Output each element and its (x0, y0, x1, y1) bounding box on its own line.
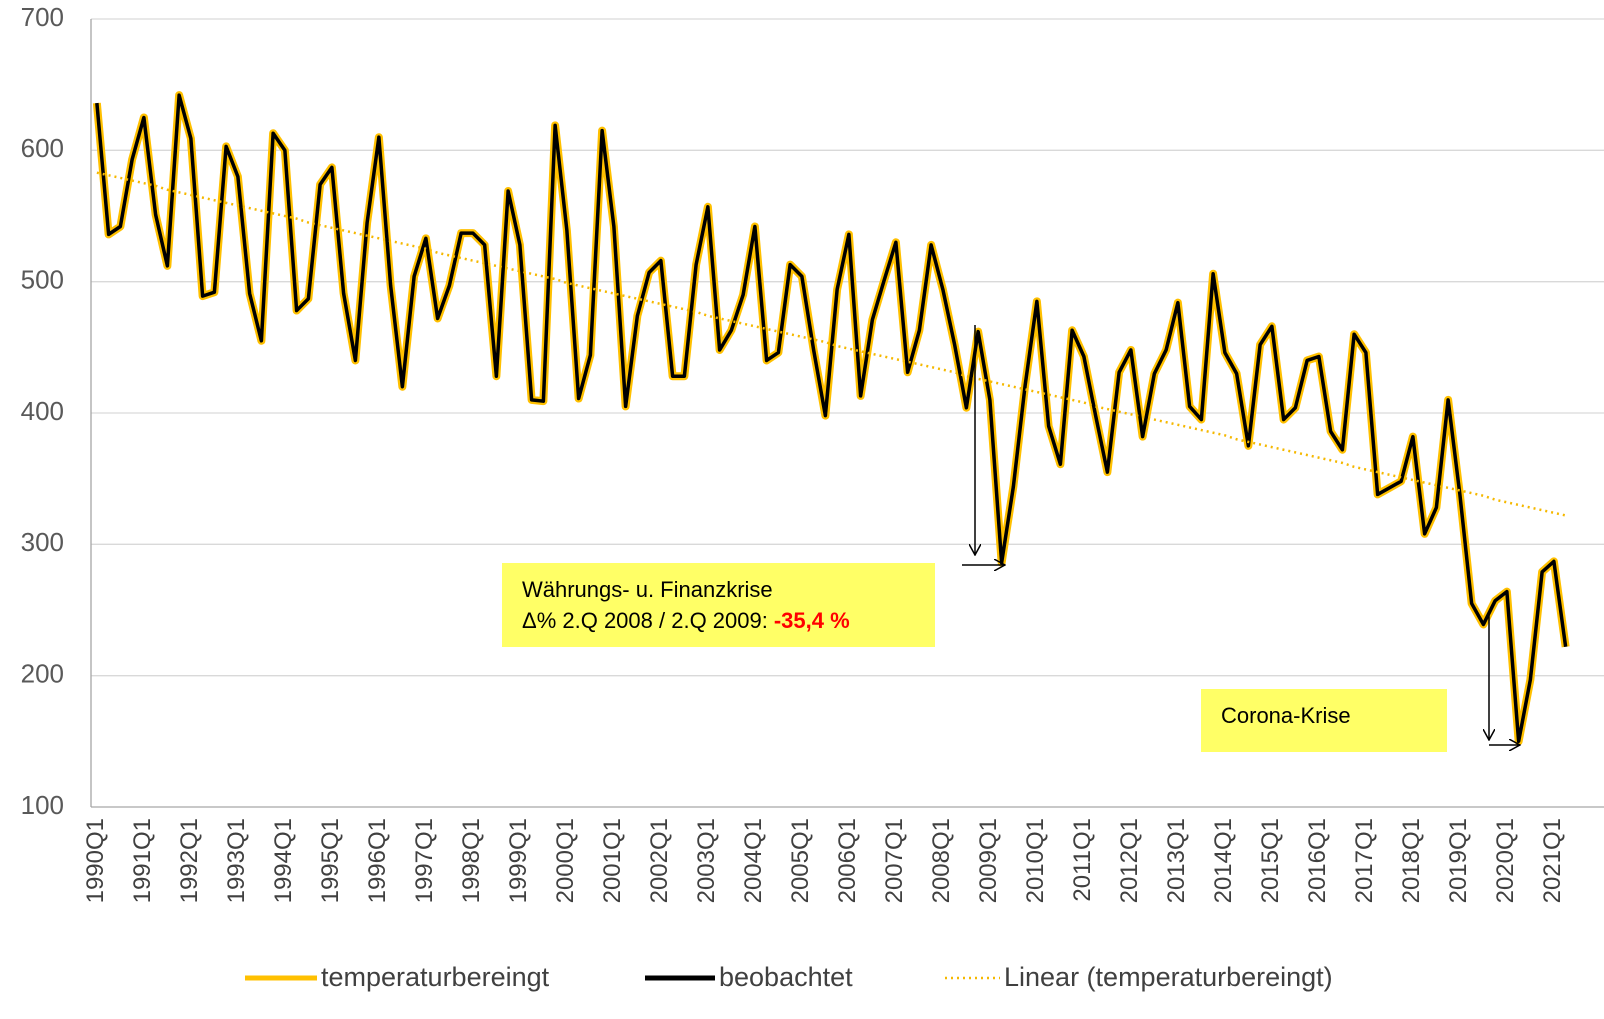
x-tick-label: 1999Q1 (505, 818, 532, 903)
x-tick-label: 2010Q1 (1022, 818, 1049, 903)
y-tick-label: 700 (21, 2, 64, 32)
x-tick-label: 1995Q1 (317, 818, 344, 903)
annotation-box (502, 563, 935, 647)
x-tick-label: 2020Q1 (1492, 818, 1519, 903)
x-tick-label: 2018Q1 (1398, 818, 1425, 903)
x-tick-label: 2016Q1 (1304, 818, 1331, 903)
lines (92, 91, 1570, 746)
x-tick-label: 2008Q1 (928, 818, 955, 903)
y-tick-label: 100 (21, 790, 64, 820)
x-tick-label: 2000Q1 (552, 818, 579, 903)
legend-label: Linear (temperaturbereingt) (1004, 962, 1333, 992)
x-tick-label: 2015Q1 (1257, 818, 1284, 903)
x-tick-label: 2009Q1 (975, 818, 1002, 903)
x-tick-label: 1992Q1 (176, 818, 203, 903)
legend-label: temperaturbereingt (321, 962, 550, 992)
x-tick-label: 2003Q1 (693, 818, 720, 903)
x-tick-label: 2005Q1 (787, 818, 814, 903)
y-tick-label: 300 (21, 527, 64, 557)
x-tick-label: 2007Q1 (881, 818, 908, 903)
x-tick-label: 1996Q1 (364, 818, 391, 903)
x-tick-label: 2012Q1 (1116, 818, 1143, 903)
x-tick-label: 2013Q1 (1163, 818, 1190, 903)
x-tick-label: 2014Q1 (1210, 818, 1237, 903)
annotation-box (1201, 689, 1447, 752)
x-tick-label: 1991Q1 (129, 818, 156, 903)
x-tick-label: 1997Q1 (411, 818, 438, 903)
x-tick-label: 1998Q1 (458, 818, 485, 903)
annotation: Währungs- u. Finanzkrise (522, 577, 773, 602)
x-tick-label: 2021Q1 (1539, 818, 1566, 903)
x-tick-label: 1993Q1 (223, 818, 250, 903)
x-tick-label: 2004Q1 (740, 818, 767, 903)
x-tick-label: 1990Q1 (82, 818, 109, 903)
annotation: Δ% 2.Q 2008 / 2.Q 2009: -35,4 % (522, 608, 850, 633)
x-tick-label: 2019Q1 (1445, 818, 1472, 903)
annotation: Corona-Krise (1221, 703, 1351, 728)
annotation-highlight: -35,4 % (774, 608, 850, 633)
legend: temperaturbereingt beobachtet Linear (temp… (245, 962, 1333, 992)
x-tick-label: 2001Q1 (599, 818, 626, 903)
grid (90, 18, 1604, 808)
x-tick-label: 2011Q1 (1069, 818, 1096, 902)
x-tick-label: 2017Q1 (1351, 818, 1378, 903)
legend-label: beobachtet (719, 962, 853, 992)
series-line (95, 93, 1568, 744)
y-tick-label: 600 (21, 133, 64, 163)
x-tick-label: 2006Q1 (834, 818, 861, 903)
annotation-text: Δ% 2.Q 2008 / 2.Q 2009: (522, 608, 768, 633)
x-tick-label: 1994Q1 (270, 818, 297, 903)
y-tick-label: 200 (21, 659, 64, 689)
x-tick-label: 2002Q1 (646, 818, 673, 903)
y-tick-label: 500 (21, 265, 64, 295)
y-tick-label: 400 (21, 396, 64, 426)
